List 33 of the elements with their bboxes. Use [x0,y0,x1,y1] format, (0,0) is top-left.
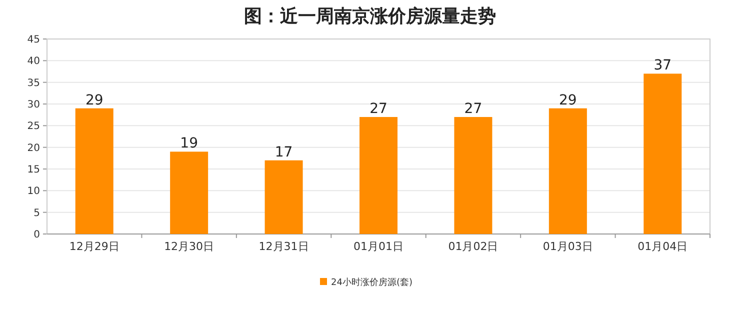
bar [360,117,398,234]
chart-title: 图：近一周南京涨价房源量走势 [244,6,496,27]
data-label: 17 [274,144,293,160]
data-label: 29 [559,92,577,108]
x-tick-label: 01月03日 [542,240,593,253]
y-tick-label: 10 [27,186,40,198]
data-label: 27 [370,101,388,117]
y-tick-label: 25 [27,121,40,132]
bar [264,160,303,234]
y-tick-label: 5 [34,208,40,219]
data-label: 29 [85,92,104,108]
bar [644,74,682,234]
data-label: 37 [654,58,672,74]
y-tick-label: 45 [27,34,40,46]
bar [75,108,114,234]
bar [548,108,587,234]
x-tick-label: 12月29日 [69,240,120,253]
data-label: 19 [180,136,198,152]
x-tick-label: 12月31日 [258,240,309,253]
data-label: 27 [464,101,482,117]
y-tick-label: 0 [34,230,40,240]
y-tick-label: 35 [27,78,40,89]
bar [454,117,492,234]
bar [170,152,208,234]
legend-label: 24小时涨价房源(套) [331,277,412,288]
y-tick-label: 40 [27,56,40,68]
y-tick-label: 30 [27,100,40,110]
x-tick-label: 01月02日 [448,240,498,253]
y-tick-label: 20 [27,142,40,154]
x-tick-label: 12月30日 [164,240,214,253]
x-tick-label: 01月04日 [638,240,688,253]
y-tick-label: 15 [27,164,40,176]
x-tick-label: 01月01日 [354,240,404,253]
